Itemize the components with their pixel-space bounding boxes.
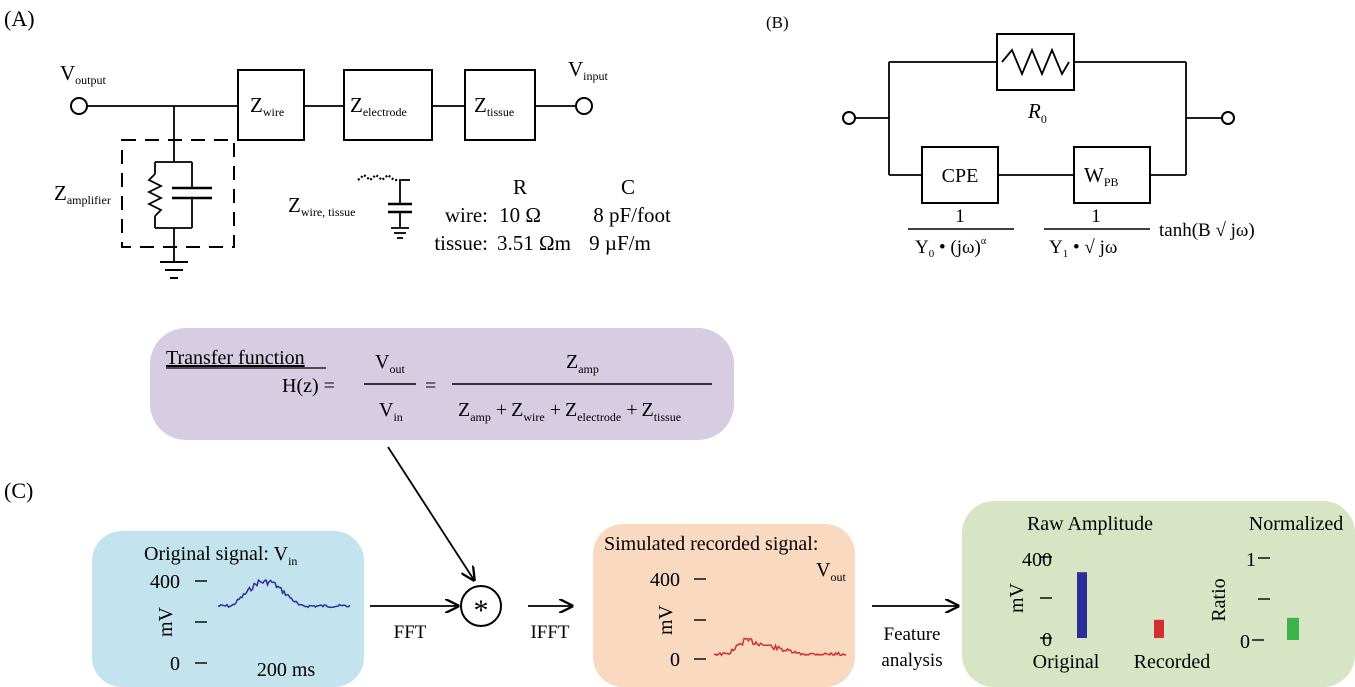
- distributed-resistor-icon: [357, 173, 400, 182]
- z-wire-tissue-label: Zwire, tissue: [288, 193, 355, 219]
- panel-b-label: (B): [766, 13, 789, 32]
- recorded-signal-trace: [713, 637, 846, 657]
- fft-label: FFT: [394, 622, 427, 643]
- simulated-signal-title: Simulated recorded signal:: [604, 533, 818, 555]
- original-signal-trace: [217, 578, 351, 609]
- table-row-wire-c: 8 pF/foot: [593, 203, 671, 227]
- z-electrode-label: Zelectrode: [350, 93, 407, 119]
- ifft-label: IFFT: [530, 622, 569, 643]
- cpe-box: [921, 146, 999, 204]
- z-tissue-box: [464, 69, 536, 141]
- z-amp-numerator: Zamp: [566, 351, 599, 376]
- table-row-wire-r: 10 Ω: [499, 203, 541, 227]
- norm-ylabel: Ratio: [1208, 578, 1230, 621]
- transfer-to-convolution-arrow: [387, 446, 474, 580]
- original-ytick-400: 400: [150, 571, 180, 593]
- original-signal-box: [92, 531, 364, 687]
- category-recorded: Recorded: [1134, 651, 1211, 673]
- norm-ytick-0: 0: [1240, 631, 1250, 653]
- original-ytick-0: 0: [170, 653, 180, 675]
- equals-sign: =: [425, 375, 436, 397]
- b-left-terminal: [842, 111, 856, 125]
- raw-ytick-400: 400: [1022, 549, 1052, 571]
- wpb-formula-denominator: Y1 • √ jω: [1049, 237, 1117, 260]
- simulated-signal-box: [593, 524, 855, 687]
- convolution-operator: [460, 585, 502, 627]
- simulated-ytick-400: 400: [650, 569, 680, 591]
- v-out-numerator: Vout: [375, 351, 405, 376]
- z-tissue-label: Ztissue: [474, 93, 514, 119]
- cpe-formula-denominator: Y0 • (jω)α: [915, 236, 987, 260]
- category-original: Original: [1033, 651, 1100, 673]
- raw-ytick-0: 0: [1042, 629, 1052, 651]
- panel-a: (A) Voutput Zwire Zelectrode Ztissue Vin…: [4, 6, 671, 279]
- panel-b: (B) R0 CPE WPB 1 Y0 • (jω)α 1 Y1 • √ jω …: [766, 13, 1255, 260]
- bar-recorded: [1154, 619, 1164, 638]
- panel-c-label: (C): [4, 478, 33, 503]
- transfer-function-box: Transfer function H(z) = Vout Vin = Zamp…: [150, 328, 734, 440]
- z-wire-box: [237, 69, 305, 141]
- z-wire-label: Zwire: [250, 93, 284, 119]
- original-time-scale: 200 ms: [257, 659, 316, 681]
- z-amplifier-label: Zamplifier: [54, 181, 111, 207]
- bar-normalized: [1287, 617, 1299, 640]
- v-output-label: Voutput: [60, 61, 107, 87]
- b-right-terminal: [1221, 111, 1235, 125]
- table-row-wire-name: wire:: [445, 203, 488, 227]
- v-in-denominator: Vin: [379, 399, 403, 424]
- feature-analysis-line2: analysis: [881, 650, 942, 671]
- simulated-ytick-0: 0: [670, 649, 680, 671]
- r0-label: R0: [1027, 99, 1047, 126]
- transfer-denominator: Zamp + Zwire + Zelectrode + Ztissue: [458, 399, 681, 424]
- norm-ytick-1: 1: [1246, 549, 1256, 571]
- panel-c: (C) Original signal: Vin 400 0 mV 200 ms…: [4, 446, 1355, 687]
- original-ylabel: mV: [155, 606, 177, 637]
- original-signal-title: Original signal: Vin: [144, 543, 297, 568]
- wpb-formula-tanh: tanh(B √ jω): [1159, 220, 1255, 241]
- panel-a-label: (A): [4, 6, 35, 31]
- convolution-symbol: *: [474, 594, 489, 627]
- table-row-tissue-name: tissue:: [434, 231, 488, 255]
- amplifier-resistor: [146, 173, 164, 217]
- h-of-z-label: H(z) =: [282, 375, 335, 397]
- cpe-label: CPE: [942, 165, 979, 187]
- input-terminal: [575, 97, 593, 115]
- amplifier-dashed-box: [121, 139, 235, 248]
- feature-analysis-line1: Feature: [884, 624, 941, 645]
- transfer-function-title: Transfer function: [166, 347, 305, 369]
- table-row-tissue-c: 9 µF/m: [589, 231, 651, 255]
- v-input-label: Vinput: [568, 57, 609, 83]
- wpb-formula-numerator: 1: [1091, 206, 1101, 227]
- cpe-formula-numerator: 1: [955, 206, 965, 227]
- transfer-function-background: [150, 328, 734, 440]
- raw-amplitude-title: Raw Amplitude: [1027, 513, 1153, 535]
- normalized-title: Normalized: [1249, 513, 1343, 535]
- simulated-ylabel: mV: [655, 604, 677, 635]
- wpb-label: WPB: [1084, 163, 1119, 189]
- simulated-v-out: Vout: [816, 559, 846, 584]
- bar-original: [1077, 572, 1087, 638]
- r0-box: [996, 33, 1075, 91]
- table-header-r: R: [513, 175, 527, 199]
- output-terminal: [70, 97, 88, 115]
- table-header-c: C: [621, 175, 635, 199]
- table-row-tissue-r: 3.51 Ωm: [497, 231, 571, 255]
- z-electrode-box: [343, 69, 433, 141]
- raw-ylabel: mV: [1006, 582, 1028, 613]
- r0-resistor-icon: [1001, 47, 1070, 77]
